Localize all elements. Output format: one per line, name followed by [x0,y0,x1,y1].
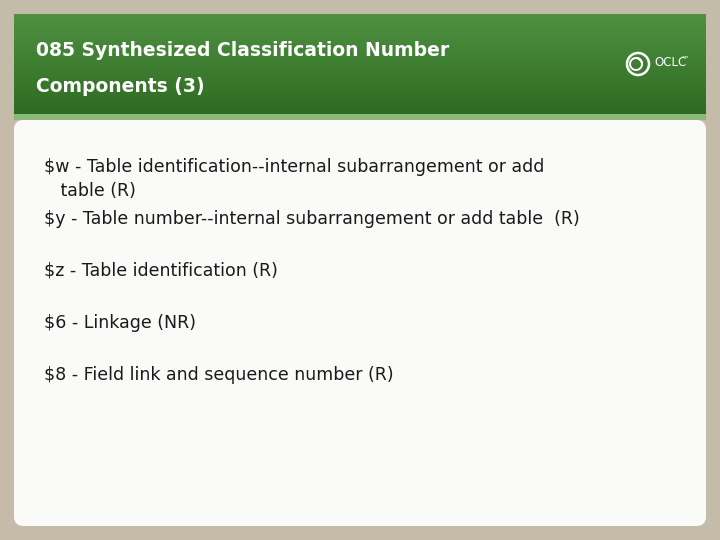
Bar [14,109,706,111]
Bar [14,30,706,32]
Bar [14,80,706,82]
Text: $6 - Linkage (NR): $6 - Linkage (NR) [44,314,196,332]
Bar [14,29,706,31]
Bar [14,49,706,51]
Bar [14,104,706,106]
Bar [14,38,706,39]
Bar [14,19,706,21]
Bar [14,65,706,67]
Bar [14,60,706,62]
Bar [14,44,706,46]
Bar [14,102,706,103]
Bar [14,23,706,24]
Bar [14,63,706,64]
Bar [14,83,706,84]
Bar [14,18,706,19]
Bar [14,42,706,43]
Bar [14,78,706,79]
Bar [14,74,706,76]
Bar [14,40,706,42]
Bar [14,66,706,68]
Bar [14,25,706,27]
Text: $8 - Field link and sequence number (R): $8 - Field link and sequence number (R) [44,366,394,384]
Bar [14,22,706,23]
Bar [14,64,706,66]
Bar [14,89,706,91]
Bar [14,87,706,90]
Bar [14,99,706,101]
Bar [14,94,706,96]
Bar [14,106,706,108]
Bar [14,71,706,73]
Bar [14,57,706,58]
Bar [14,14,706,16]
Bar [14,39,706,40]
Text: $z - Table identification (R): $z - Table identification (R) [44,262,278,280]
Bar [14,110,706,112]
Bar [14,55,706,57]
Text: Components (3): Components (3) [36,77,204,96]
Bar [14,69,706,71]
Bar [14,103,706,105]
Text: OCLC: OCLC [654,56,686,69]
Bar [14,62,706,63]
Bar [14,75,706,77]
Bar [14,114,706,120]
Bar [14,17,706,18]
Bar [14,31,706,33]
Bar [14,50,706,52]
Bar [14,43,706,44]
Bar [14,86,706,88]
Bar [14,70,706,72]
Bar [14,24,706,26]
Text: ™: ™ [681,55,689,64]
Bar [14,113,706,114]
Bar [14,95,706,97]
Bar [14,20,706,22]
Bar [14,108,706,110]
Bar [14,82,706,83]
FancyBboxPatch shape [14,120,706,526]
Bar [14,28,706,30]
Bar [14,54,706,56]
Bar [14,26,706,28]
Bar [14,33,706,35]
Bar [14,111,706,113]
FancyBboxPatch shape [14,120,706,526]
Bar [14,79,706,81]
Bar [14,15,706,17]
Bar [14,90,706,92]
Bar [14,46,706,48]
Bar [14,53,706,55]
Text: 085 Synthesized Classification Number: 085 Synthesized Classification Number [36,42,449,60]
Text: $w - Table identification--internal subarrangement or add
   table (R): $w - Table identification--internal suba… [44,158,544,200]
Bar [14,85,706,87]
Bar [14,51,706,53]
Bar [14,59,706,60]
Bar [14,77,706,78]
Bar [14,105,706,107]
Bar [14,45,706,47]
Bar [14,35,706,37]
Bar [14,84,706,86]
Bar [14,93,706,94]
Bar [14,98,706,99]
Bar [14,58,706,59]
Bar [14,73,706,75]
Bar [14,91,706,93]
Bar [14,68,706,70]
Bar [14,97,706,98]
Bar [14,34,706,36]
Text: $y - Table number--internal subarrangement or add table  (R): $y - Table number--internal subarrangeme… [44,210,580,228]
Bar [14,100,706,102]
Bar [14,37,706,38]
Bar [14,48,706,50]
